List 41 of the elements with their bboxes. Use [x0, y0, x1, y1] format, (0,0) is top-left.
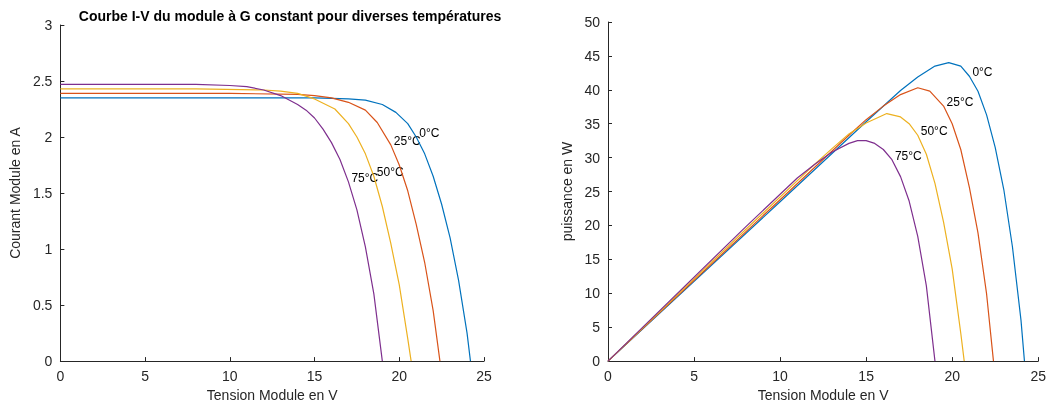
- y-axis-title: Courant Module en A: [7, 126, 23, 259]
- x-axis-title: Tension Module en V: [206, 387, 339, 403]
- x-tick-label: 10: [772, 368, 789, 385]
- annotation: 0°C: [419, 126, 440, 141]
- y-tick-label: 25: [584, 183, 601, 200]
- line-series: [607, 140, 936, 362]
- y-tick-label: 30: [584, 149, 601, 166]
- y-tick-label: 50: [584, 14, 601, 30]
- y-tick-label: 1.5: [32, 185, 53, 202]
- y-tick-label: 0.5: [32, 297, 53, 314]
- chart-title: Courbe I-V du module à G constant pour diverses températures: [78, 8, 502, 24]
- y-tick-label: 35: [584, 115, 601, 132]
- y-tick-label: 10: [584, 285, 601, 302]
- x-tick-label: 15: [306, 368, 323, 385]
- x-tick-label: 10: [222, 368, 238, 385]
- x-tick-label: 15: [858, 368, 875, 385]
- x-tick-label: 25: [1030, 368, 1047, 385]
- x-tick-label: 20: [944, 368, 961, 385]
- y-tick-label: 2: [44, 129, 53, 146]
- y-tick-label: 2.5: [32, 73, 53, 90]
- annotation: 50°C: [920, 124, 948, 139]
- x-tick-label: 20: [391, 368, 408, 385]
- annotation: 75°C: [894, 148, 923, 163]
- x-tick-label: 5: [690, 368, 699, 385]
- y-tick-label: 0: [44, 353, 53, 370]
- x-tick-label: 5: [141, 368, 150, 385]
- annotation: 0°C: [972, 65, 993, 80]
- y-tick-label: 15: [584, 251, 601, 268]
- y-tick-label: 3: [44, 17, 53, 33]
- x-tick-label: 0: [56, 368, 65, 385]
- y-tick-label: 40: [584, 81, 601, 98]
- x-axis-title: Tension Module en V: [757, 387, 890, 403]
- y-tick-label: 0: [592, 353, 601, 370]
- y-tick-label: 5: [592, 319, 601, 336]
- annotation: 25°C: [946, 95, 974, 110]
- x-tick-label: 0: [604, 368, 613, 385]
- y-tick-label: 1: [44, 241, 53, 258]
- y-tick-label: 45: [584, 47, 601, 64]
- y-tick-label: 20: [584, 217, 601, 234]
- x-tick-label: 25: [476, 368, 492, 385]
- y-axis-title: puissance en W: [558, 140, 575, 242]
